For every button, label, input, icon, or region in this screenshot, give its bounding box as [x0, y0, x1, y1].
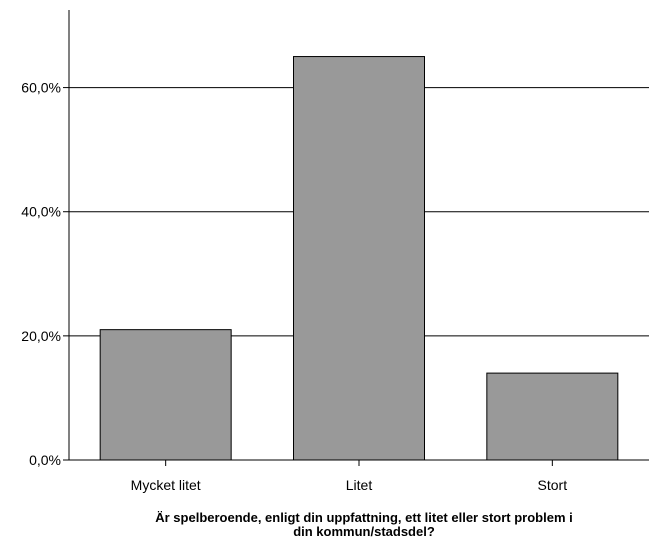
bars: [99, 56, 619, 461]
y-tick-label: 20,0%: [21, 328, 61, 344]
bar: [99, 329, 232, 461]
y-tick-label: 40,0%: [21, 204, 61, 220]
x-tick-label: Litet: [346, 477, 373, 493]
x-ticks: Mycket litet Litet Stort: [131, 460, 568, 493]
y-tick-label: 60,0%: [21, 80, 61, 96]
y-tick-label: 0,0%: [29, 452, 61, 468]
y-ticks: 0,0% 20,0% 40,0% 60,0%: [21, 80, 69, 468]
x-tick-label: Stort: [538, 477, 568, 493]
x-axis-title-line-2: din kommun/stadsdel?: [293, 524, 435, 539]
bar: [486, 372, 619, 461]
x-tick-label: Mycket litet: [131, 477, 201, 493]
bar: [293, 56, 425, 461]
x-axis-title-line-1: Är spelberoende, enligt din uppfattning,…: [155, 510, 572, 525]
